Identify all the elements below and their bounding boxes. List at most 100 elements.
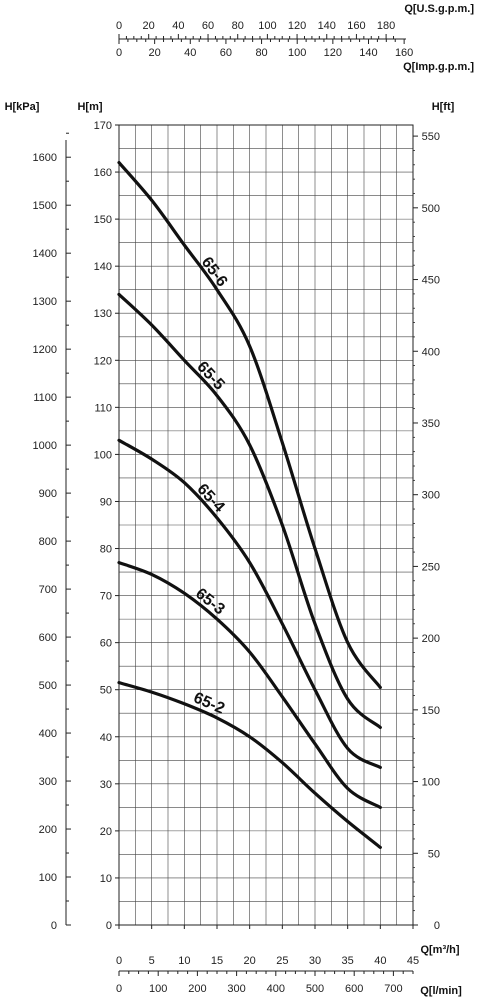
usgpm-tick-label: 80 — [232, 20, 244, 32]
curve-65-2 — [117, 681, 382, 849]
lmin-tick-label: 100 — [149, 983, 167, 995]
lmin-tick-label: 300 — [227, 983, 245, 995]
grid — [118, 124, 414, 926]
kpa-tick-label: 1400 — [33, 248, 57, 260]
lmin-tick-label: 600 — [345, 983, 363, 995]
y-tick-label: 30 — [100, 779, 112, 791]
x-tick-label: 40 — [374, 955, 386, 967]
usgpm-tick-label: 40 — [172, 20, 184, 32]
kpa-tick-label: 400 — [39, 728, 57, 740]
axes — [65, 34, 418, 976]
y-tick-label: 40 — [100, 732, 112, 744]
ft-tick-label: 150 — [422, 705, 440, 717]
lmin-tick-label: 700 — [384, 983, 402, 995]
lmin-tick-label: 400 — [267, 983, 285, 995]
kpa-tick-label: 1100 — [33, 392, 57, 404]
ft-tick-label: 100 — [422, 777, 440, 789]
ft-axis-title: H[ft] — [432, 101, 455, 113]
lmin-tick-label: 500 — [306, 983, 324, 995]
y-axis-title: H[m] — [77, 101, 102, 113]
y-tick-label: 50 — [100, 685, 112, 697]
usgpm-tick-label: 140 — [318, 20, 336, 32]
ft-tick-label: 0 — [434, 920, 440, 932]
x-tick-label: 20 — [244, 955, 256, 967]
impgpm-tick-label: 60 — [220, 47, 232, 59]
kpa-tick-label: 700 — [39, 584, 57, 596]
y-tick-label: 120 — [94, 355, 112, 367]
y-tick-label: 70 — [100, 591, 112, 603]
x-axis-title: Q[m³/h] — [420, 944, 459, 956]
lmin-tick-label: 0 — [116, 983, 122, 995]
ft-tick-label: 350 — [422, 418, 440, 430]
kpa-tick-label: 1500 — [33, 200, 57, 212]
y-tick-label: 130 — [94, 308, 112, 320]
y-tick-label: 150 — [94, 214, 112, 226]
y-tick-label: 60 — [100, 638, 112, 650]
x-tick-label: 15 — [211, 955, 223, 967]
usgpm-tick-label: 160 — [347, 20, 365, 32]
kpa-tick-label: 1200 — [33, 344, 57, 356]
plot-frame — [118, 124, 414, 926]
impgpm-tick-label: 40 — [184, 47, 196, 59]
x-tick-label: 30 — [309, 955, 321, 967]
x-tick-label: 45 — [407, 955, 419, 967]
impgpm-tick-label: 140 — [359, 47, 377, 59]
ft-tick-label: 200 — [422, 633, 440, 645]
usgpm-tick-label: 180 — [377, 20, 395, 32]
impgpm-tick-label: 0 — [116, 47, 122, 59]
kpa-tick-label: 200 — [39, 824, 57, 836]
kpa-tick-label: 800 — [39, 536, 57, 548]
ft-tick-label: 250 — [422, 561, 440, 573]
kpa-tick-label: 1600 — [33, 152, 57, 164]
ft-tick-label: 550 — [422, 131, 440, 143]
impgpm-axis-title: Q[Imp.g.p.m.] — [403, 61, 474, 73]
kpa-tick-label: 500 — [39, 680, 57, 692]
usgpm-tick-label: 60 — [202, 20, 214, 32]
ft-tick-label: 50 — [428, 848, 440, 860]
impgpm-tick-label: 80 — [255, 47, 267, 59]
lmin-axis-title: Q[l/min] — [420, 985, 462, 997]
x-tick-label: 10 — [178, 955, 190, 967]
kpa-tick-label: 300 — [39, 776, 57, 788]
curve-65-3 — [117, 561, 382, 809]
y-tick-label: 80 — [100, 544, 112, 556]
ft-tick-label: 500 — [422, 203, 440, 215]
curve-65-5 — [117, 292, 382, 729]
kpa-tick-label: 900 — [39, 488, 57, 500]
ft-tick-label: 300 — [422, 490, 440, 502]
x-tick-label: 25 — [276, 955, 288, 967]
curve-65-4 — [117, 438, 382, 769]
kpa-tick-label: 1300 — [33, 296, 57, 308]
x-tick-label: 5 — [149, 955, 155, 967]
y-tick-label: 170 — [94, 120, 112, 132]
usgpm-tick-label: 120 — [288, 20, 306, 32]
impgpm-tick-label: 20 — [149, 47, 161, 59]
ft-tick-label: 400 — [422, 346, 440, 358]
tick-labels: 0102030405060708090100110120130140150160… — [5, 3, 475, 997]
kpa-tick-label: 0 — [51, 920, 57, 932]
y-tick-label: 20 — [100, 826, 112, 838]
y-tick-label: 160 — [94, 167, 112, 179]
lmin-tick-label: 200 — [188, 983, 206, 995]
kpa-axis-title: H[kPa] — [5, 101, 40, 113]
y-tick-label: 10 — [100, 873, 112, 885]
impgpm-tick-label: 100 — [288, 47, 306, 59]
kpa-tick-label: 100 — [39, 872, 57, 884]
x-tick-label: 35 — [342, 955, 354, 967]
curve-65-6 — [117, 161, 382, 689]
usgpm-axis-title: Q[U.S.g.p.m.] — [404, 3, 474, 15]
ft-tick-label: 450 — [422, 275, 440, 287]
curve-label-65-6: 65-6 — [198, 254, 231, 290]
impgpm-tick-label: 160 — [395, 47, 413, 59]
y-tick-label: 110 — [94, 402, 112, 414]
y-tick-label: 100 — [94, 449, 112, 461]
impgpm-tick-label: 120 — [324, 47, 342, 59]
usgpm-tick-label: 0 — [116, 20, 122, 32]
y-tick-label: 90 — [100, 496, 112, 508]
y-tick-label: 140 — [94, 261, 112, 273]
usgpm-tick-label: 100 — [258, 20, 276, 32]
kpa-tick-label: 600 — [39, 632, 57, 644]
kpa-tick-label: 1000 — [33, 440, 57, 452]
x-tick-label: 0 — [116, 955, 122, 967]
